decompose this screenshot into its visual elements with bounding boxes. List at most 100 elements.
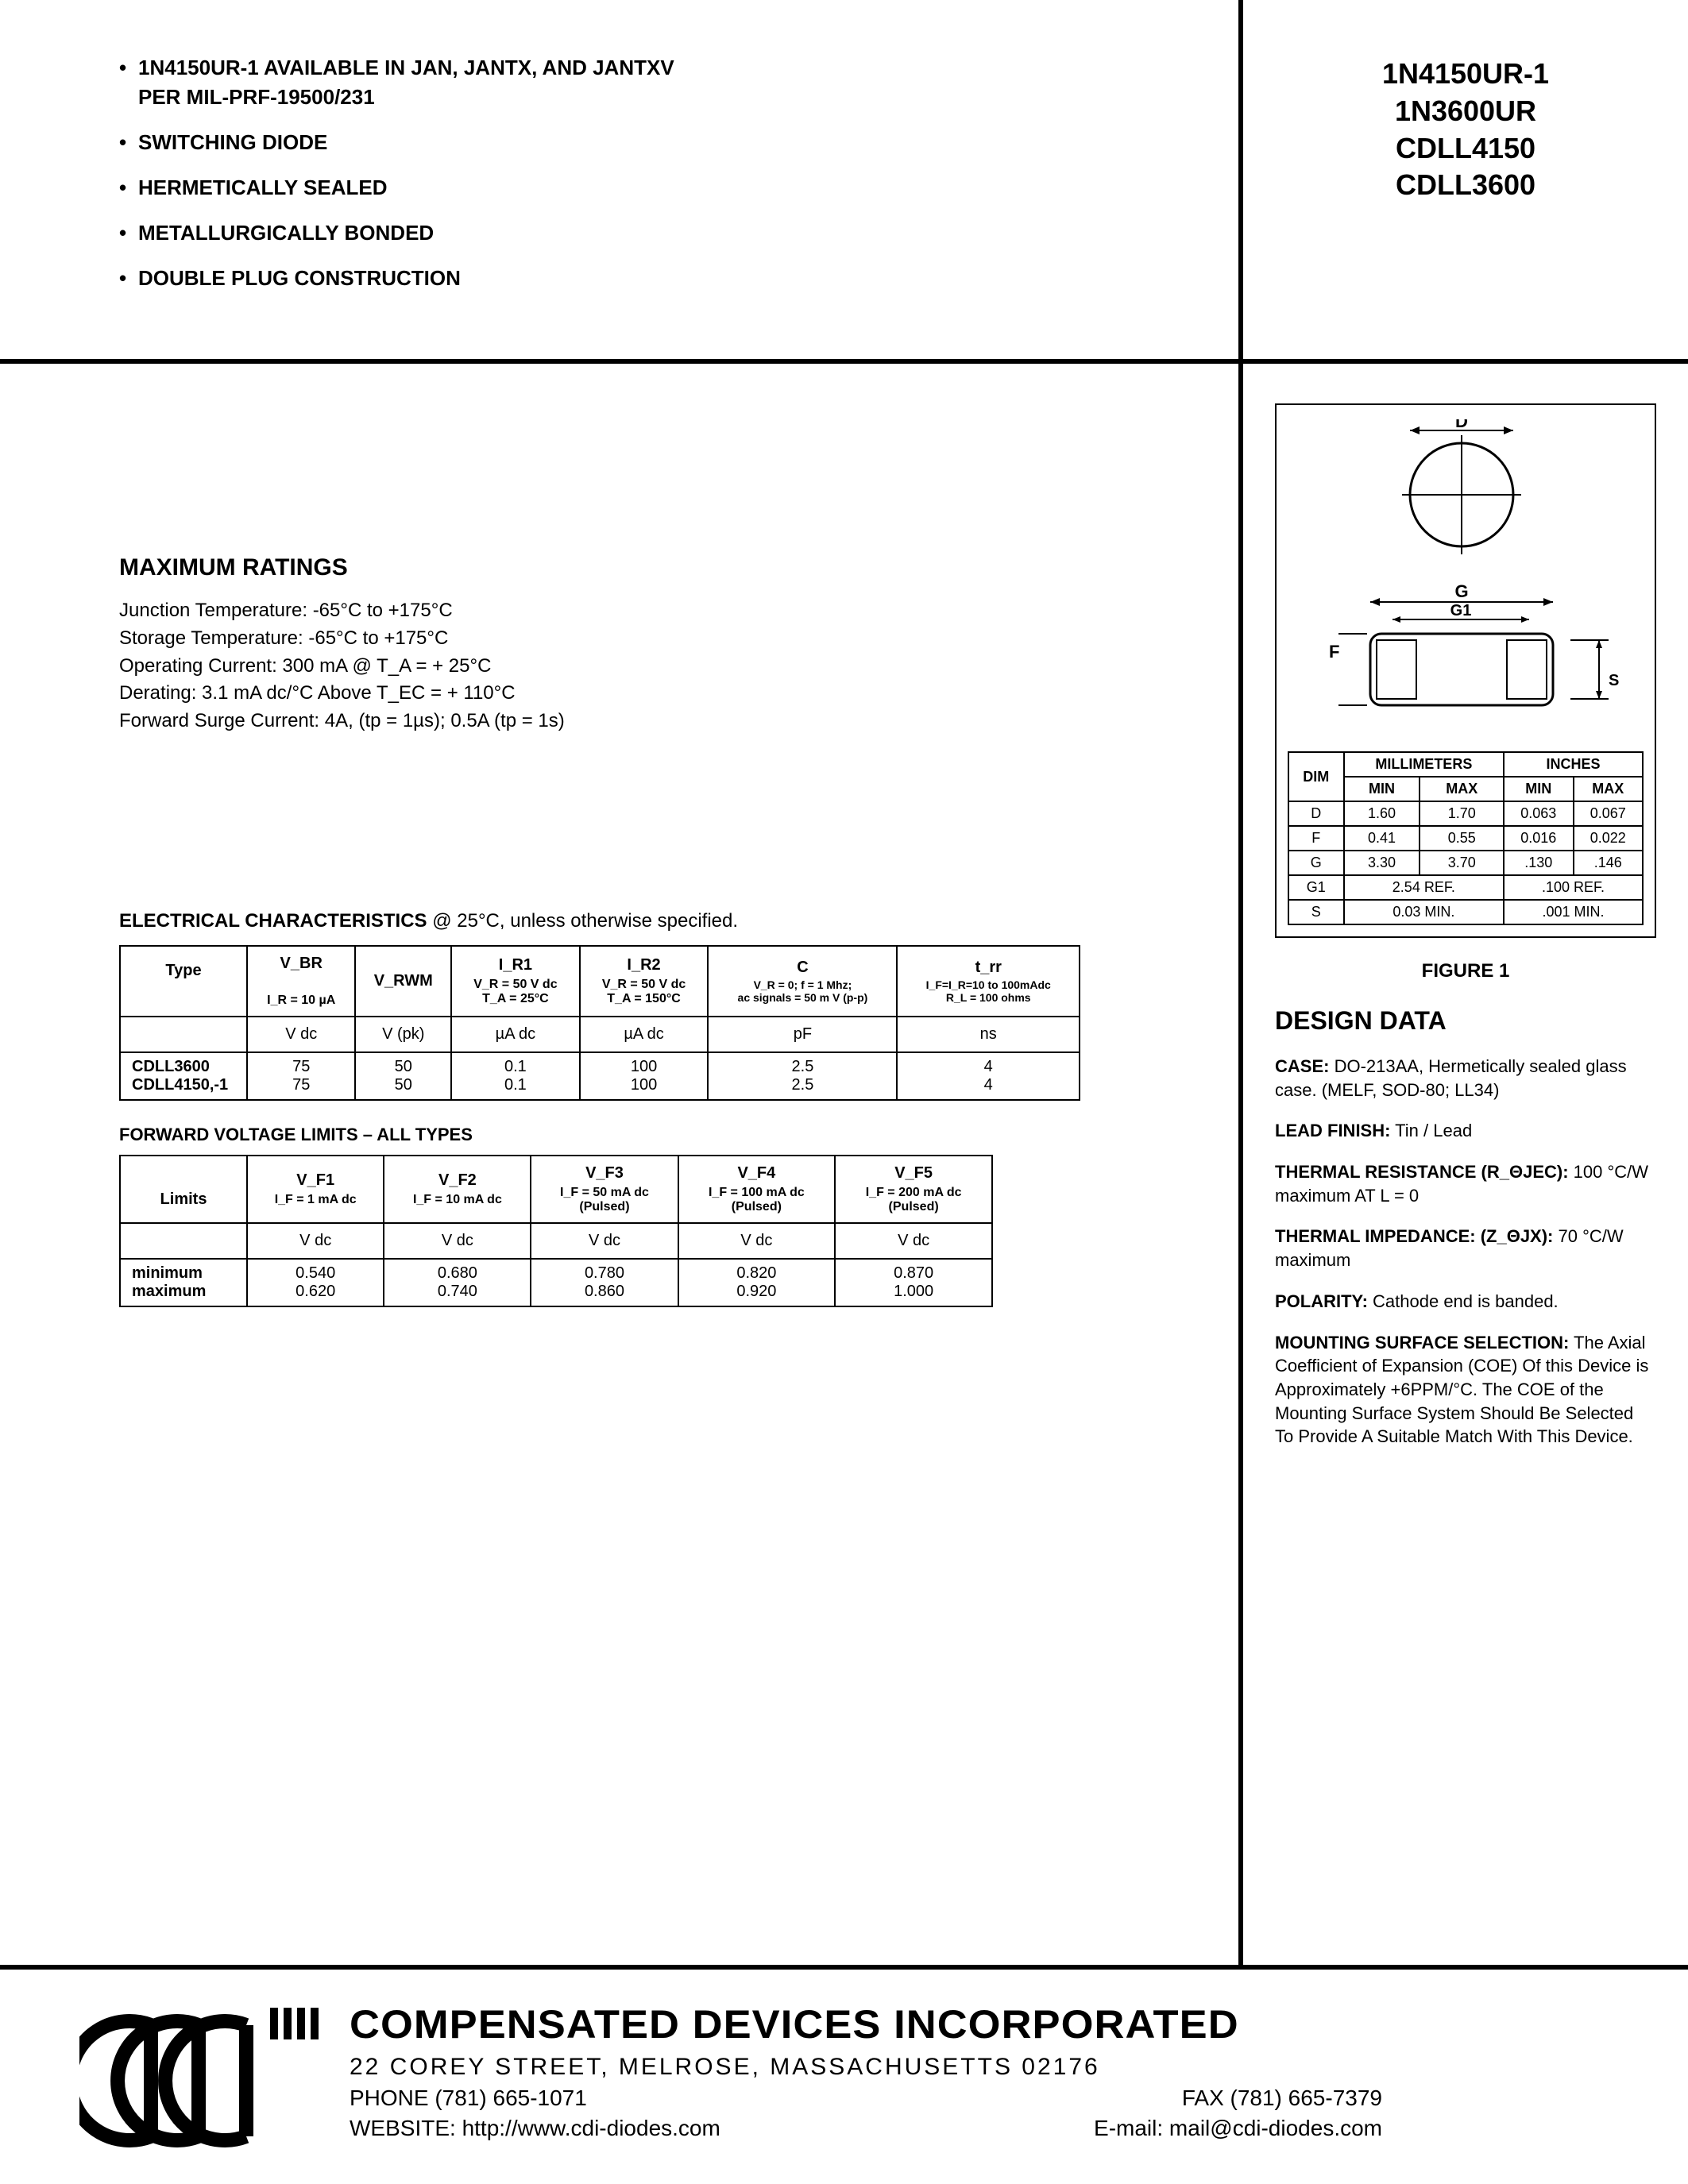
bullet-1-main: 1N4150UR-1 AVAILABLE IN JAN, JANTX, AND … bbox=[138, 56, 674, 79]
bullet-4: METALLURGICALLY BONDED bbox=[119, 221, 1191, 245]
max-ratings-title: MAXIMUM RATINGS bbox=[119, 554, 1191, 581]
svg-text:D: D bbox=[1455, 419, 1468, 431]
package-drawing: D G G1 bbox=[1291, 419, 1640, 737]
ec-r1-4: 100 bbox=[587, 1058, 701, 1076]
design-data-title: DESIGN DATA bbox=[1275, 1006, 1656, 1036]
bullet-3: HERMETICALLY SEALED bbox=[119, 176, 1191, 200]
dd-case: CASE: DO-213AA, Hermetically sealed glas… bbox=[1275, 1055, 1656, 1102]
ec-h-type-lbl: Type bbox=[165, 962, 201, 979]
dd-mount: MOUNTING SURFACE SELECTION: The Axial Co… bbox=[1275, 1331, 1656, 1449]
ec-h-ir2-lbl: I_R2 bbox=[627, 956, 660, 974]
fvl-u1: V dc bbox=[247, 1223, 384, 1259]
fvl-r2-5: 1.000 bbox=[842, 1283, 985, 1301]
contact-row-2: WEBSITE: http://www.cdi-diodes.com E-mai… bbox=[350, 2116, 1382, 2141]
bullet-1: 1N4150UR-1 AVAILABLE IN JAN, JANTX, AND … bbox=[119, 56, 1191, 110]
ec-r1-2: 50 bbox=[362, 1058, 444, 1076]
fvl-r1-2: 0.680 bbox=[391, 1264, 523, 1283]
fvl-c5: I_F = 200 mA dc (Pulsed) bbox=[842, 1186, 985, 1214]
dim-row-G1: G1 2.54 REF. .100 REF. bbox=[1288, 875, 1643, 900]
ec-u-2: V (pk) bbox=[355, 1017, 451, 1052]
dim-G: G bbox=[1288, 851, 1344, 875]
company-name: COMPENSATED DEVICES INCORPORATED bbox=[350, 2001, 1688, 2047]
dim-mm-min: MIN bbox=[1344, 777, 1420, 801]
dd-tres: THERMAL RESISTANCE (R_ΘJEC): 100 °C/W ma… bbox=[1275, 1160, 1656, 1207]
dim-D: D bbox=[1288, 801, 1344, 826]
fvl-limits-h: Limits bbox=[120, 1156, 247, 1223]
dim-mm-max: MAX bbox=[1420, 777, 1504, 801]
fvl-limits-lbl: Limits bbox=[127, 1190, 240, 1209]
fvl-h1: V_F1 I_F = 1 mA dc bbox=[247, 1156, 384, 1223]
ec-vbr-col: 75 75 bbox=[247, 1052, 355, 1100]
dd-pol-lbl: POLARITY: bbox=[1275, 1291, 1368, 1311]
fvl-col5: 0.870 1.000 bbox=[835, 1259, 992, 1306]
dim-G1: G1 bbox=[1288, 875, 1344, 900]
ec-c-ir2: V_R = 50 V dc T_A = 150°C bbox=[587, 978, 701, 1006]
svg-text:S: S bbox=[1609, 672, 1619, 689]
fvl-h2-lbl: V_F2 bbox=[438, 1171, 477, 1189]
fvl-h5: V_F5 I_F = 200 mA dc (Pulsed) bbox=[835, 1156, 992, 1223]
bullet-2: SWITCHING DIODE bbox=[119, 130, 1191, 155]
fvl-h4-lbl: V_F4 bbox=[737, 1164, 775, 1182]
ec-c-trr: I_F=I_R=10 to 100mAdc R_L = 100 ohms bbox=[904, 978, 1072, 1004]
bullet-1-sub: PER MIL-PRF-19500/231 bbox=[138, 85, 1191, 110]
dim-F: F bbox=[1288, 826, 1344, 851]
ec-u-6: ns bbox=[897, 1017, 1080, 1052]
ec-h-type: Type bbox=[120, 946, 247, 1017]
contact-row-1: PHONE (781) 665-1071 FAX (781) 665-7379 bbox=[350, 2086, 1382, 2111]
ec-r1-5: 2.5 bbox=[715, 1058, 890, 1076]
fvl-col4: 0.820 0.920 bbox=[678, 1259, 836, 1306]
body-left: MAXIMUM RATINGS Junction Temperature: -6… bbox=[0, 364, 1243, 1965]
ec-r2-4: 100 bbox=[587, 1076, 701, 1094]
dim-F-mmmin: 0.41 bbox=[1344, 826, 1420, 851]
mr-4: Derating: 3.1 mA dc/°C Above T_EC = + 11… bbox=[119, 680, 1191, 708]
dd-lead: LEAD FINISH: Tin / Lead bbox=[1275, 1119, 1656, 1143]
fvl-data-rows: minimum maximum 0.540 0.620 0.680 0.740 … bbox=[120, 1259, 992, 1306]
ec-u-1: V dc bbox=[247, 1017, 355, 1052]
ec-u-3: µA dc bbox=[451, 1017, 580, 1052]
fvl-header-row: Limits V_F1 I_F = 1 mA dc V_F2 I_F = 10 … bbox=[120, 1156, 992, 1223]
fvl-r2-3: 0.860 bbox=[538, 1283, 670, 1301]
dim-G-inmin: .130 bbox=[1504, 851, 1573, 875]
ec-c-ir1: V_R = 50 V dc T_A = 25°C bbox=[458, 978, 573, 1006]
dim-D-mmmin: 1.60 bbox=[1344, 801, 1420, 826]
ec-vrwm-col: 50 50 bbox=[355, 1052, 451, 1100]
features-cell: 1N4150UR-1 AVAILABLE IN JAN, JANTX, AND … bbox=[0, 0, 1243, 359]
figure-caption: FIGURE 1 bbox=[1275, 960, 1656, 982]
company-logo bbox=[79, 2001, 326, 2152]
ec-trr-col: 4 4 bbox=[897, 1052, 1080, 1100]
dim-row-G: G 3.30 3.70 .130 .146 bbox=[1288, 851, 1643, 875]
fvl-r1-1: 0.540 bbox=[254, 1264, 377, 1283]
dim-F-inmax: 0.022 bbox=[1574, 826, 1644, 851]
ec-r1-3: 0.1 bbox=[458, 1058, 573, 1076]
fvl-u2: V dc bbox=[384, 1223, 531, 1259]
ec-h-c-lbl: C bbox=[797, 959, 808, 976]
dim-hdr1: DIM MILLIMETERS INCHES bbox=[1288, 752, 1643, 777]
ec-h-ir1: I_R1 V_R = 50 V dc T_A = 25°C bbox=[451, 946, 580, 1017]
dim-F-inmin: 0.016 bbox=[1504, 826, 1573, 851]
ec-r2-2: 50 bbox=[362, 1076, 444, 1094]
dd-timp-lbl: THERMAL IMPEDANCE: (Z_ΘJX): bbox=[1275, 1226, 1553, 1246]
fvl-h3-lbl: V_F3 bbox=[585, 1164, 624, 1182]
fvl-r2-lbl: maximum bbox=[132, 1283, 237, 1301]
dd-pol: POLARITY: Cathode end is banded. bbox=[1275, 1290, 1656, 1314]
ec-c-col: 2.5 2.5 bbox=[708, 1052, 897, 1100]
ec-h-vrwm: V_RWM bbox=[355, 946, 451, 1017]
ec-r2-3: 0.1 bbox=[458, 1076, 573, 1094]
ec-unit-row: V dc V (pk) µA dc µA dc pF ns bbox=[120, 1017, 1080, 1052]
fvl-r1-3: 0.780 bbox=[538, 1264, 670, 1283]
part-numbers: 1N4150UR-1 1N3600UR CDLL4150 CDLL3600 bbox=[1275, 56, 1656, 204]
fvl-h1-lbl: V_F1 bbox=[296, 1171, 334, 1189]
dd-pol-txt: Cathode end is banded. bbox=[1368, 1291, 1559, 1311]
ec-h-vrwm-lbl: V_RWM bbox=[374, 972, 433, 990]
dim-row-F: F 0.41 0.55 0.016 0.022 bbox=[1288, 826, 1643, 851]
pn-3: CDLL4150 bbox=[1275, 130, 1656, 168]
bullet-5: DOUBLE PLUG CONSTRUCTION bbox=[119, 266, 1191, 291]
fvl-r2-2: 0.740 bbox=[391, 1283, 523, 1301]
ec-r1-6: 4 bbox=[904, 1058, 1072, 1076]
fvl-h4: V_F4 I_F = 100 mA dc (Pulsed) bbox=[678, 1156, 836, 1223]
dim-G-mmmax: 3.70 bbox=[1420, 851, 1504, 875]
fvl-u5: V dc bbox=[835, 1223, 992, 1259]
svg-text:G: G bbox=[1454, 581, 1468, 601]
fvl-u-blank bbox=[120, 1223, 247, 1259]
fvl-r1-lbl: minimum bbox=[132, 1264, 237, 1283]
